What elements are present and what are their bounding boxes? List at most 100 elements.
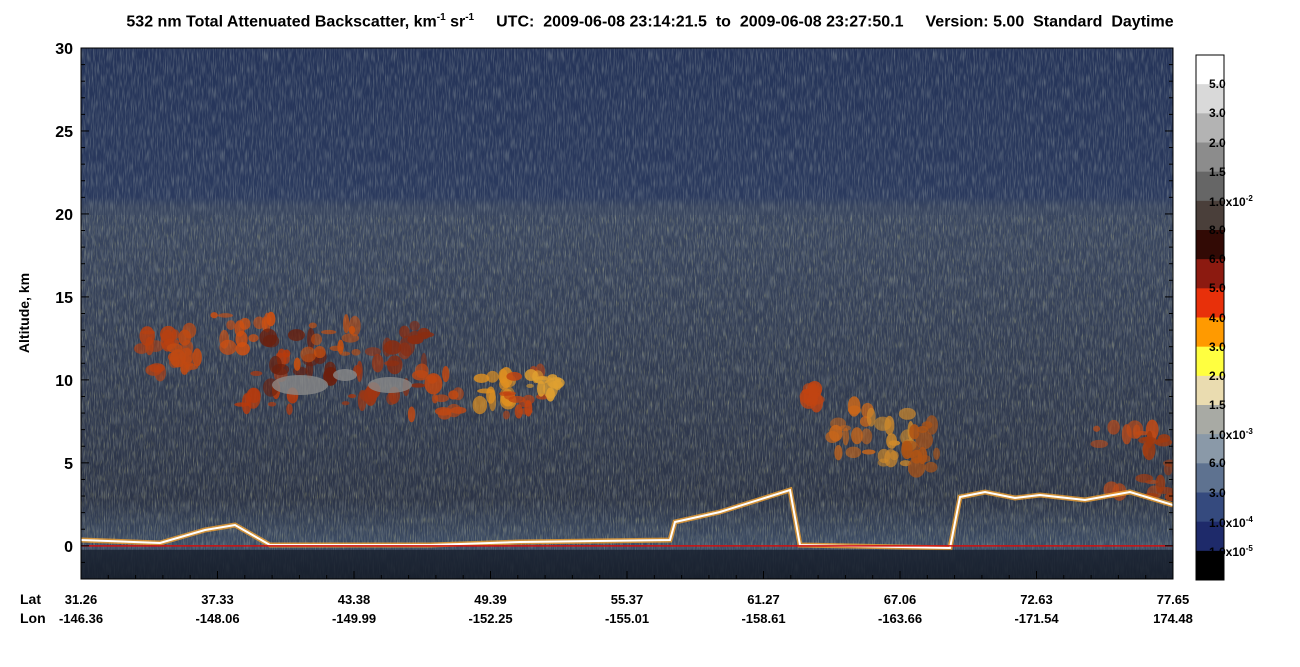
x-tick-label-lon: -155.01 xyxy=(605,611,649,626)
colorbar-swatch xyxy=(1196,346,1224,377)
colorbar-swatch xyxy=(1196,230,1224,260)
cloud-blob xyxy=(1126,420,1144,439)
cloud-blob xyxy=(502,410,510,420)
colorbar-label: 8.0 xyxy=(1209,223,1226,237)
cloud-blob xyxy=(1155,474,1166,493)
cloud-blob xyxy=(522,394,535,405)
cloud-blob xyxy=(924,461,938,473)
colorbar-label: 2.0 xyxy=(1209,368,1226,383)
cloud-blob xyxy=(286,403,293,415)
colorbar-label: 2.0 xyxy=(1209,135,1226,150)
cloud-blob xyxy=(811,393,819,407)
cloud-blob xyxy=(1146,439,1165,445)
cloud-blob xyxy=(250,370,263,376)
cloud-blob xyxy=(547,377,565,389)
colorbar-swatch xyxy=(1196,492,1224,523)
cloud-blob xyxy=(407,406,416,423)
x-tick-label-lat: 31.26 xyxy=(65,592,98,607)
colorbar-label: 6.0 xyxy=(1209,252,1226,267)
cloud-blob xyxy=(341,401,350,406)
cloud-blob xyxy=(851,427,863,445)
cloud-blob xyxy=(307,327,315,350)
cloud-blob xyxy=(192,348,202,367)
x-tick-label-lon: -152.25 xyxy=(468,611,512,626)
title-unit-sr: sr xyxy=(445,13,466,31)
cloud-blob xyxy=(1090,439,1109,449)
title-utc-label: UTC: xyxy=(496,13,535,31)
cloud-blob xyxy=(508,395,526,403)
cloud-blob xyxy=(1142,439,1156,461)
noise-layer-yellow xyxy=(81,215,1173,545)
colorbar-frame xyxy=(1195,54,1225,581)
x-tick-label-lat: 72.63 xyxy=(1020,592,1053,607)
x-tick-label-lon: -163.66 xyxy=(878,611,922,626)
cloud-blob xyxy=(287,329,305,342)
colorbar-swatch xyxy=(1196,375,1224,406)
cloud-blob xyxy=(877,458,890,467)
cloud-blob xyxy=(259,328,278,347)
cloud-blob xyxy=(337,339,344,354)
colorbar-label: 3.0 xyxy=(1209,106,1226,121)
title-utc-start: 2009-06-08 23:14:21.5 xyxy=(543,13,707,31)
surface-return xyxy=(81,488,1173,550)
cloud-blob xyxy=(888,440,901,446)
y-tick-label: 15 xyxy=(55,290,73,307)
cloud-blob xyxy=(409,320,420,331)
cloud-blob xyxy=(536,380,546,397)
cloud-blob xyxy=(364,347,381,357)
cloud-blob xyxy=(898,407,916,420)
colorbar-label: 3.0 xyxy=(1209,485,1226,500)
cloud-core xyxy=(368,377,412,393)
title-unit-exp2: -1 xyxy=(465,12,475,23)
colorbar-label: 1.0x10-2 xyxy=(1209,193,1253,209)
title-utc-end: 2009-06-08 23:27:50.1 xyxy=(739,13,904,31)
title-version: Version: 5.00 xyxy=(925,13,1025,31)
title-unit-exp1: -1 xyxy=(436,12,446,23)
colorbar-label: 5.0 xyxy=(1209,281,1226,296)
cloud-blob xyxy=(874,416,892,431)
cloud-blob xyxy=(842,427,850,446)
cloud-blob xyxy=(452,387,464,401)
cloud-core xyxy=(272,375,328,395)
cloud-blob xyxy=(267,401,277,407)
cloud-blob xyxy=(1135,473,1154,483)
colorbar-swatch xyxy=(1196,463,1224,493)
y-tick-label: 5 xyxy=(64,456,73,473)
colorbar-label: 6.0 xyxy=(1209,456,1226,471)
colorbar-swatch xyxy=(1196,55,1224,85)
cloud-blob xyxy=(178,329,192,346)
x-tick-label-lat: 77.65 xyxy=(1157,592,1190,607)
colorbar-swatch xyxy=(1196,200,1224,231)
colorbar-swatch xyxy=(1196,434,1224,464)
y-tick-label: 0 xyxy=(64,539,73,556)
cloud-blob xyxy=(348,394,357,399)
cloud-blob xyxy=(145,336,154,356)
title-main: 532 nm Total Attenuated Backscatter, km xyxy=(126,13,437,31)
cloud-blob xyxy=(210,312,218,319)
cloud-blob xyxy=(234,402,250,407)
cloud-blob xyxy=(889,450,899,461)
cloud-blob xyxy=(410,383,426,388)
y-tick-label: 10 xyxy=(55,373,73,390)
colorbar-label: 1.0x10-5 xyxy=(1209,543,1253,559)
colorbar-swatch xyxy=(1196,113,1224,143)
cloud-blob xyxy=(399,325,410,339)
colorbar-swatch xyxy=(1196,84,1224,114)
colorbar xyxy=(1195,54,1225,581)
cloud-blob xyxy=(917,447,928,465)
cloud-blob xyxy=(407,335,424,345)
colorbar-label: 5.0 xyxy=(1209,77,1226,92)
cloud-layer xyxy=(81,311,1173,579)
title-product: Standard xyxy=(1033,13,1103,31)
colorbar-swatch xyxy=(1196,259,1224,289)
colorbar-swatch xyxy=(1196,521,1224,552)
chart-title: 532 nm Total Attenuated Backscatter, km-… xyxy=(0,12,1300,31)
cloud-blob xyxy=(266,311,276,327)
colorbar-label: 4.0 xyxy=(1209,310,1226,325)
title-to: to xyxy=(715,13,731,31)
cloud-blob xyxy=(860,428,873,445)
cloud-blob xyxy=(167,352,180,362)
cloud-blob xyxy=(272,363,290,376)
x-row-label-lat: Lat xyxy=(20,591,41,607)
